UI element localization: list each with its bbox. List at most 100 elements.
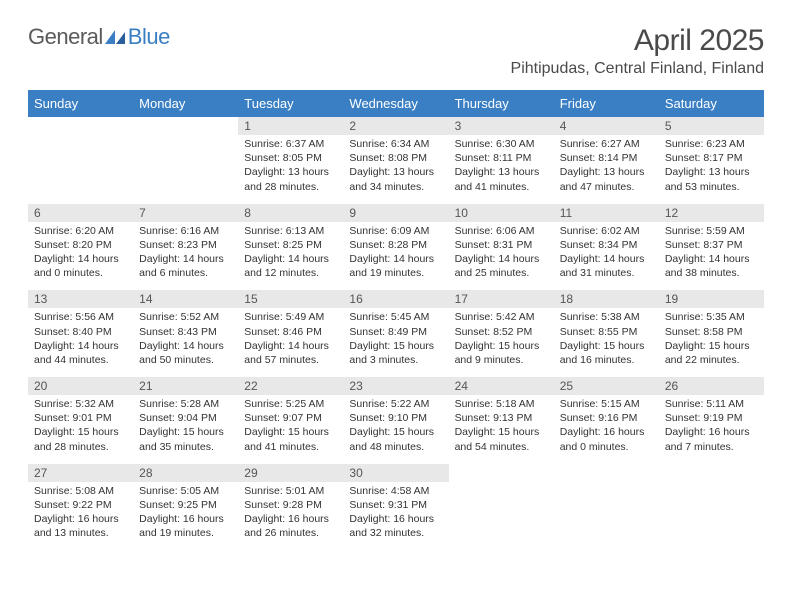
day-number: 25 (554, 377, 659, 395)
day-number: 13 (28, 290, 133, 308)
calendar-cell (133, 117, 238, 204)
calendar-cell: 3 Sunrise: 6:30 AMSunset: 8:11 PMDaylight… (449, 117, 554, 204)
calendar-cell (659, 464, 764, 551)
day-header: Tuesday (238, 90, 343, 117)
calendar-table: SundayMondayTuesdayWednesdayThursdayFrid… (28, 90, 764, 550)
day-number: 8 (238, 204, 343, 222)
day-number: 26 (659, 377, 764, 395)
day-details: Sunrise: 5:59 AMSunset: 8:37 PMDaylight:… (665, 224, 758, 281)
day-number: 21 (133, 377, 238, 395)
calendar-cell: 2 Sunrise: 6:34 AMSunset: 8:08 PMDaylight… (343, 117, 448, 204)
calendar-cell: 19 Sunrise: 5:35 AMSunset: 8:58 PMDayligh… (659, 290, 764, 377)
calendar-cell: 5 Sunrise: 6:23 AMSunset: 8:17 PMDaylight… (659, 117, 764, 204)
day-details: Sunrise: 5:11 AMSunset: 9:19 PMDaylight:… (665, 397, 758, 454)
day-number: 24 (449, 377, 554, 395)
day-details: Sunrise: 5:01 AMSunset: 9:28 PMDaylight:… (244, 484, 337, 541)
day-number: 5 (659, 117, 764, 135)
day-number: 17 (449, 290, 554, 308)
calendar-cell: 1Sunrise: 6:37 AMSunset: 8:05 PMDaylight… (238, 117, 343, 204)
flag-icon (105, 24, 127, 50)
day-details: Sunrise: 5:28 AMSunset: 9:04 PMDaylight:… (139, 397, 232, 454)
day-number: 12 (659, 204, 764, 222)
calendar-week-row: 6 Sunrise: 6:20 AMSunset: 8:20 PMDaylight… (28, 204, 764, 291)
day-number: 15 (238, 290, 343, 308)
brand-logo: General Blue (28, 24, 170, 50)
day-number: 20 (28, 377, 133, 395)
day-details: Sunrise: 5:38 AMSunset: 8:55 PMDaylight:… (560, 310, 653, 367)
day-details: Sunrise: 5:52 AMSunset: 8:43 PMDaylight:… (139, 310, 232, 367)
calendar-cell: 29 Sunrise: 5:01 AMSunset: 9:28 PMDayligh… (238, 464, 343, 551)
day-number: 10 (449, 204, 554, 222)
day-details: Sunrise: 6:20 AMSunset: 8:20 PMDaylight:… (34, 224, 127, 281)
day-details: Sunrise: 6:27 AMSunset: 8:14 PMDaylight:… (560, 137, 653, 194)
day-details: Sunrise: 5:49 AMSunset: 8:46 PMDaylight:… (244, 310, 337, 367)
day-header: Sunday (28, 90, 133, 117)
calendar-body: 1Sunrise: 6:37 AMSunset: 8:05 PMDaylight… (28, 117, 764, 550)
location-subtitle: Pihtipudas, Central Finland, Finland (28, 60, 764, 78)
calendar-cell: 23Sunrise: 5:22 AMSunset: 9:10 PMDayligh… (343, 377, 448, 464)
calendar-cell: 16 Sunrise: 5:45 AMSunset: 8:49 PMDayligh… (343, 290, 448, 377)
calendar-cell (554, 464, 659, 551)
day-details: Sunrise: 6:37 AMSunset: 8:05 PMDaylight:… (244, 137, 337, 194)
calendar-cell: 24 Sunrise: 5:18 AMSunset: 9:13 PMDayligh… (449, 377, 554, 464)
brand-part2: Blue (128, 24, 170, 50)
calendar-week-row: 27 Sunrise: 5:08 AMSunset: 9:22 PMDayligh… (28, 464, 764, 551)
day-number: 19 (659, 290, 764, 308)
calendar-cell: 20 Sunrise: 5:32 AMSunset: 9:01 PMDayligh… (28, 377, 133, 464)
calendar-header: SundayMondayTuesdayWednesdayThursdayFrid… (28, 90, 764, 117)
calendar-week-row: 20 Sunrise: 5:32 AMSunset: 9:01 PMDayligh… (28, 377, 764, 464)
calendar-cell (449, 464, 554, 551)
day-details: Sunrise: 6:16 AMSunset: 8:23 PMDaylight:… (139, 224, 232, 281)
day-details: Sunrise: 5:45 AMSunset: 8:49 PMDaylight:… (349, 310, 442, 367)
calendar-cell: 27 Sunrise: 5:08 AMSunset: 9:22 PMDayligh… (28, 464, 133, 551)
day-details: Sunrise: 5:15 AMSunset: 9:16 PMDaylight:… (560, 397, 653, 454)
calendar-page: General Blue April 2025 Pihtipudas, Cent… (0, 0, 792, 574)
calendar-cell: 12 Sunrise: 5:59 AMSunset: 8:37 PMDayligh… (659, 204, 764, 291)
day-details: Sunrise: 5:56 AMSunset: 8:40 PMDaylight:… (34, 310, 127, 367)
day-number: 29 (238, 464, 343, 482)
day-details: Sunrise: 6:02 AMSunset: 8:34 PMDaylight:… (560, 224, 653, 281)
calendar-cell: 30Sunrise: 4:58 AMSunset: 9:31 PMDayligh… (343, 464, 448, 551)
calendar-cell: 13 Sunrise: 5:56 AMSunset: 8:40 PMDayligh… (28, 290, 133, 377)
day-header: Wednesday (343, 90, 448, 117)
day-details: Sunrise: 6:23 AMSunset: 8:17 PMDaylight:… (665, 137, 758, 194)
calendar-cell: 8 Sunrise: 6:13 AMSunset: 8:25 PMDaylight… (238, 204, 343, 291)
day-number: 6 (28, 204, 133, 222)
day-number: 2 (343, 117, 448, 135)
calendar-cell: 26 Sunrise: 5:11 AMSunset: 9:19 PMDayligh… (659, 377, 764, 464)
day-details: Sunrise: 5:25 AMSunset: 9:07 PMDaylight:… (244, 397, 337, 454)
day-number: 11 (554, 204, 659, 222)
calendar-cell: 6 Sunrise: 6:20 AMSunset: 8:20 PMDaylight… (28, 204, 133, 291)
day-number: 4 (554, 117, 659, 135)
day-header: Thursday (449, 90, 554, 117)
day-number: 7 (133, 204, 238, 222)
day-number: 27 (28, 464, 133, 482)
calendar-cell (28, 117, 133, 204)
day-number: 3 (449, 117, 554, 135)
day-header: Monday (133, 90, 238, 117)
day-details: Sunrise: 6:13 AMSunset: 8:25 PMDaylight:… (244, 224, 337, 281)
calendar-cell: 21 Sunrise: 5:28 AMSunset: 9:04 PMDayligh… (133, 377, 238, 464)
day-header: Saturday (659, 90, 764, 117)
day-number: 22 (238, 377, 343, 395)
calendar-cell: 18Sunrise: 5:38 AMSunset: 8:55 PMDayligh… (554, 290, 659, 377)
calendar-cell: 10 Sunrise: 6:06 AMSunset: 8:31 PMDayligh… (449, 204, 554, 291)
day-details: Sunrise: 6:30 AMSunset: 8:11 PMDaylight:… (455, 137, 548, 194)
day-details: Sunrise: 6:06 AMSunset: 8:31 PMDaylight:… (455, 224, 548, 281)
page-title: April 2025 (634, 24, 764, 58)
calendar-cell: 15 Sunrise: 5:49 AMSunset: 8:46 PMDayligh… (238, 290, 343, 377)
day-details: Sunrise: 6:34 AMSunset: 8:08 PMDaylight:… (349, 137, 442, 194)
calendar-cell: 22 Sunrise: 5:25 AMSunset: 9:07 PMDayligh… (238, 377, 343, 464)
day-details: Sunrise: 5:05 AMSunset: 9:25 PMDaylight:… (139, 484, 232, 541)
day-details: Sunrise: 5:08 AMSunset: 9:22 PMDaylight:… (34, 484, 127, 541)
calendar-cell: 7 Sunrise: 6:16 AMSunset: 8:23 PMDaylight… (133, 204, 238, 291)
day-number: 16 (343, 290, 448, 308)
calendar-cell: 4 Sunrise: 6:27 AMSunset: 8:14 PMDaylight… (554, 117, 659, 204)
day-details: Sunrise: 5:35 AMSunset: 8:58 PMDaylight:… (665, 310, 758, 367)
header-row: General Blue April 2025 (28, 24, 764, 58)
day-details: Sunrise: 5:32 AMSunset: 9:01 PMDaylight:… (34, 397, 127, 454)
calendar-cell: 11 Sunrise: 6:02 AMSunset: 8:34 PMDayligh… (554, 204, 659, 291)
day-details: Sunrise: 5:18 AMSunset: 9:13 PMDaylight:… (455, 397, 548, 454)
day-details: Sunrise: 5:42 AMSunset: 8:52 PMDaylight:… (455, 310, 548, 367)
calendar-week-row: 13 Sunrise: 5:56 AMSunset: 8:40 PMDayligh… (28, 290, 764, 377)
